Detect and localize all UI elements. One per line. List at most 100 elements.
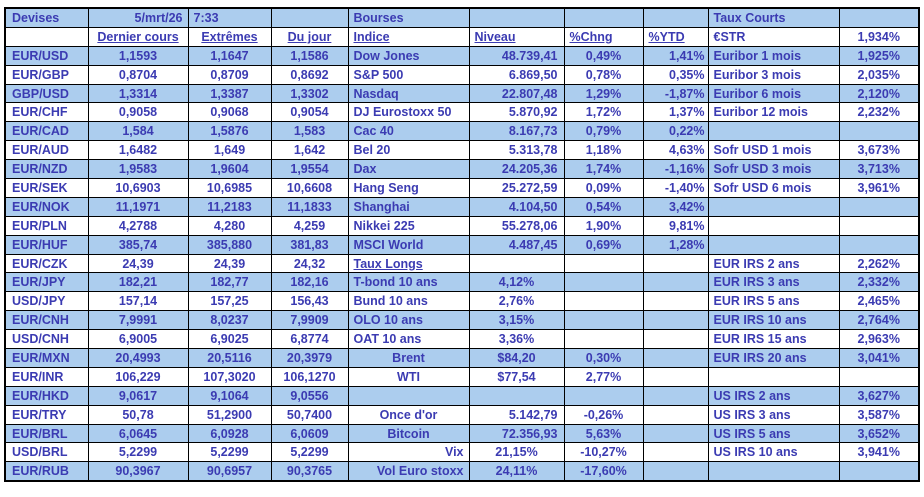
index-name-cell: MSCI World [347,234,470,255]
table-row: USD/JPY 157,14 157,25 156,43 Bund 10 ans 2,76… [4,291,920,312]
index-name-cell: Vix [347,442,470,463]
last-price-cell: 0,8704 [87,64,189,85]
estr-value-cell: 1,934% [838,26,920,47]
rate-value-cell [838,215,920,236]
ytd-pct-cell [642,423,709,444]
table-row: EUR/TRY 50,78 51,2900 50,7400 Once d'or 5.142… [4,404,920,425]
rate-value-cell [838,196,920,217]
rate-value-cell: 2,465% [838,291,920,312]
ytd-pct-cell: -1,87% [642,83,709,104]
level-cell: 6.869,50 [468,64,565,85]
last-price-cell: 5,2299 [87,442,189,463]
index-name-cell: Bel 20 [347,140,470,161]
rate-value-cell: 2,262% [838,253,920,274]
last-price-cell: 157,14 [87,291,189,312]
index-name-cell: Shanghai [347,196,470,217]
table-row: EUR/CAD 1,584 1,5876 1,583 Cac 40 8.167,73 0,7… [4,121,920,142]
rate-label-cell: US IRS 3 ans [707,404,840,425]
rate-label-cell: US IRS 2 ans [707,385,840,406]
currency-pair-cell: EUR/SEK [4,178,89,198]
day-value-cell: 10,6608 [270,178,349,198]
change-pct-cell: -10,27% [563,442,644,463]
currency-pair-cell: USD/BRL [4,442,89,463]
currency-pair-cell: EUR/CNH [4,310,89,331]
ytd-pct-cell [642,442,709,463]
currency-pair-cell: EUR/USD [4,45,89,66]
index-name-cell: T-bond 10 ans [347,272,470,293]
col-header-ytd: %YTD [642,26,709,47]
table-row: EUR/NOK 11,1971 11,2183 11,1833 Shanghai 4.10… [4,196,920,217]
change-pct-cell: 0,49% [563,45,644,66]
extremes-cell: 51,2900 [187,404,272,425]
ytd-pct-cell: 4,63% [642,140,709,161]
date-cell: 5/mrt/26 [87,7,189,28]
index-name-cell: Cac 40 [347,121,470,142]
table-row: EUR/MXN 20,4993 20,5116 20,3979 Brent $84,20 0… [4,348,920,368]
extremes-cell: 4,280 [187,215,272,236]
index-name-cell: Nasdaq [347,83,470,104]
rate-label-cell: EUR IRS 5 ans [707,291,840,312]
rate-label-cell [707,196,840,217]
rate-label-cell [707,461,840,482]
extremes-cell: 385,880 [187,234,272,255]
ytd-pct-cell [642,385,709,406]
level-cell: 22.807,48 [468,83,565,104]
day-value-cell: 7,9909 [270,310,349,331]
rate-label-cell: EUR IRS 10 ans [707,310,840,331]
rate-label-cell [707,366,840,387]
extremes-cell: 20,5116 [187,348,272,368]
rate-value-cell [838,366,920,387]
ytd-pct-cell: 1,37% [642,102,709,123]
rate-label-cell [707,215,840,236]
ytd-pct-cell: 3,42% [642,196,709,217]
ytd-pct-cell [642,291,709,312]
currency-pair-cell: USD/JPY [4,291,89,312]
change-pct-cell [563,329,644,350]
extremes-cell: 6,0928 [187,423,272,444]
change-pct-cell [563,385,644,406]
day-value-cell: 50,7400 [270,404,349,425]
table-row: EUR/CNH 7,9991 8,0237 7,9909 OLO 10 ans 3,15%… [4,310,920,331]
change-pct-cell [563,291,644,312]
col-header-extremes: Extrêmes [187,26,272,47]
extremes-cell: 11,2183 [187,196,272,217]
level-cell: 21,15% [468,442,565,463]
rate-label-cell: EUR IRS 15 ans [707,329,840,350]
rate-label-cell: Euribor 3 mois [707,64,840,85]
extremes-cell: 0,8709 [187,64,272,85]
level-cell: 25.272,59 [468,178,565,198]
table-row: EUR/HKD 9,0617 9,1064 9,0556 US IRS 2 ans 3,6… [4,385,920,406]
empty-cell [563,7,644,28]
currency-pair-cell: EUR/INR [4,366,89,387]
level-cell: 5.870,92 [468,102,565,123]
empty-cell [642,7,709,28]
rate-label-cell: Sofr USD 6 mois [707,178,840,198]
extremes-cell: 9,1064 [187,385,272,406]
last-price-cell: 1,1593 [87,45,189,66]
change-pct-cell [563,310,644,331]
change-pct-cell: 0,79% [563,121,644,142]
index-name-cell: Nikkei 225 [347,215,470,236]
extremes-cell: 107,3020 [187,366,272,387]
ytd-pct-cell [642,329,709,350]
col-header-chng: %Chng [563,26,644,47]
table-row: USD/CNH 6,9005 6,9025 6,8774 OAT 10 ans 3,36%… [4,329,920,350]
devises-section-title: Devises [4,7,89,28]
rate-value-cell: 2,120% [838,83,920,104]
currency-pair-cell: EUR/HKD [4,385,89,406]
level-cell: 2,76% [468,291,565,312]
level-cell: 24,11% [468,461,565,482]
last-price-cell: 10,6903 [87,178,189,198]
rate-value-cell: 3,941% [838,442,920,463]
col-header-niveau: Niveau [468,26,565,47]
day-value-cell: 0,9054 [270,102,349,123]
day-value-cell: 20,3979 [270,348,349,368]
rate-label-cell [707,121,840,142]
currency-pair-cell: EUR/NZD [4,159,89,180]
table-row: EUR/INR 106,229 107,3020 106,1270 WTI $77,54 2… [4,366,920,387]
extremes-cell: 0,9068 [187,102,272,123]
estr-label-cell: €STR [707,26,840,47]
currency-pair-cell: EUR/GBP [4,64,89,85]
change-pct-cell: -17,60% [563,461,644,482]
rate-label-cell: Sofr USD 1 mois [707,140,840,161]
